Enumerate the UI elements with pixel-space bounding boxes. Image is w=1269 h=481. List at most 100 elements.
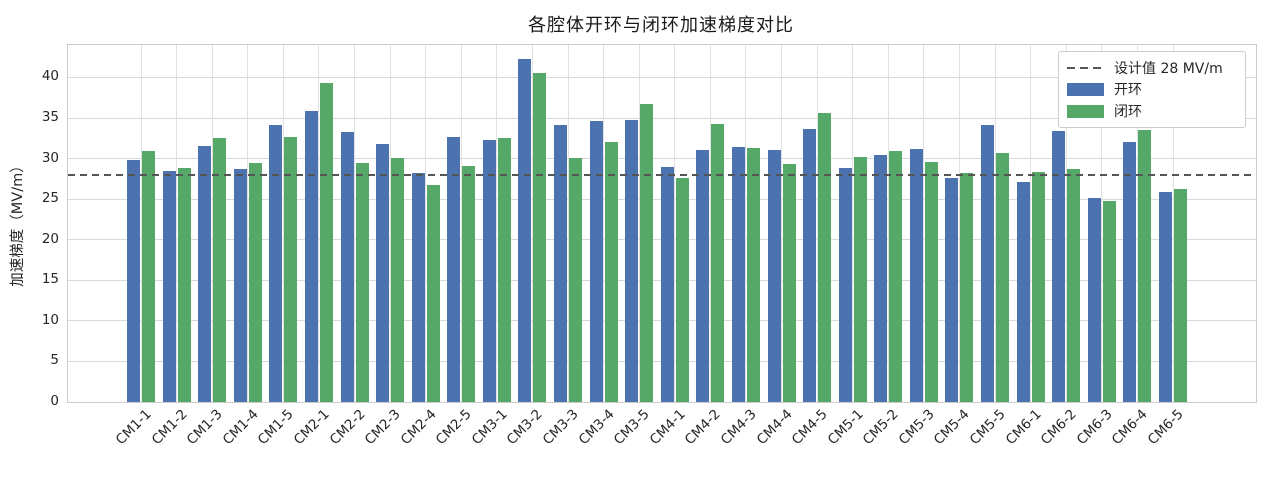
bar-open-loop-CM1-2 [162, 170, 176, 402]
bar-closed-loop-CM3-2 [533, 73, 547, 402]
y-tick-label-15: 15 [41, 271, 59, 288]
bar-closed-loop-CM1-2 [177, 168, 191, 402]
bar-closed-loop-CM1-5 [284, 137, 298, 402]
bar-open-loop-CM5-5 [981, 125, 995, 402]
y-tick-label-20: 20 [41, 230, 59, 247]
bar-open-loop-CM5-2 [874, 155, 888, 402]
bar-open-loop-CM6-2 [1052, 131, 1066, 402]
bar-open-loop-CM2-2 [340, 131, 354, 402]
legend: 设计值 28 MV/m 开环 闭环 [1058, 51, 1246, 128]
bar-open-loop-CM3-4 [589, 121, 603, 402]
gridline-vertical [923, 45, 925, 402]
bar-open-loop-CM1-3 [198, 146, 212, 402]
legend-label: 闭环 [1114, 104, 1142, 121]
y-tick-label-5: 5 [50, 352, 59, 369]
bar-closed-loop-CM4-4 [782, 164, 796, 402]
bar-open-loop-CM6-1 [1016, 182, 1030, 402]
bar-closed-loop-CM3-5 [640, 104, 654, 402]
bar-open-loop-CM5-3 [909, 148, 923, 402]
chart-title: 各腔体开环与闭环加速梯度对比 [528, 15, 794, 36]
bar-closed-loop-CM2-5 [462, 165, 476, 402]
bar-closed-loop-CM6-1 [1031, 172, 1045, 402]
bar-open-loop-CM2-5 [447, 136, 461, 402]
gridline-vertical [1101, 45, 1103, 402]
bar-closed-loop-CM4-3 [746, 148, 760, 402]
y-tick-label-10: 10 [41, 311, 59, 328]
legend-item-closed-loop: 闭环 [1067, 101, 1237, 121]
legend-label: 设计值 28 MV/m [1114, 60, 1223, 77]
bar-open-loop-CM6-5 [1159, 191, 1172, 402]
y-tick-label-30: 30 [41, 149, 59, 166]
gridline-vertical [425, 45, 427, 402]
bar-closed-loop-CM1-3 [213, 138, 227, 402]
bar-open-loop-CM3-2 [518, 58, 532, 402]
gridline-vertical [638, 45, 640, 402]
bar-open-loop-CM3-5 [625, 119, 639, 402]
bar-open-loop-CM2-1 [304, 110, 318, 402]
gridline-vertical [745, 45, 747, 402]
y-tick-label-40: 40 [41, 68, 59, 85]
gridline-vertical [852, 45, 854, 402]
bar-closed-loop-CM2-1 [319, 83, 333, 402]
bar-closed-loop-CM3-1 [497, 138, 511, 402]
gridline-vertical [282, 45, 284, 402]
bar-closed-loop-CM1-1 [142, 151, 155, 402]
bar-closed-loop-CM6-5 [1174, 189, 1187, 402]
gridline-vertical [211, 45, 213, 402]
bar-closed-loop-CM3-3 [569, 157, 583, 402]
bar-closed-loop-CM4-5 [818, 113, 832, 402]
bar-open-loop-CM3-3 [554, 125, 568, 402]
gridline-vertical [958, 45, 960, 402]
bar-closed-loop-CM3-4 [604, 141, 618, 402]
gridline-vertical [781, 45, 783, 402]
bar-closed-loop-CM2-2 [355, 163, 369, 402]
gridline-vertical [1065, 45, 1067, 402]
gridline-horizontal [68, 117, 1256, 119]
bar-open-loop-CM5-4 [945, 178, 959, 402]
gridline-vertical [389, 45, 391, 402]
gridline-vertical [531, 45, 533, 402]
y-tick-label-25: 25 [41, 190, 59, 207]
gridline-horizontal [68, 76, 1256, 78]
bar-open-loop-CM4-1 [660, 166, 674, 402]
gridline-vertical [1172, 45, 1174, 402]
bar-closed-loop-CM1-4 [248, 163, 262, 402]
bar-closed-loop-CM2-3 [391, 157, 405, 402]
bar-open-loop-CM2-4 [411, 173, 425, 402]
y-tick-label-0: 0 [50, 393, 59, 409]
bar-open-loop-CM3-1 [482, 139, 496, 402]
gridline-vertical [816, 45, 818, 402]
bar-open-loop-CM1-4 [233, 169, 247, 402]
bar-closed-loop-CM6-2 [1067, 169, 1081, 402]
gridline-vertical [674, 45, 676, 402]
gridline-vertical [1136, 45, 1138, 402]
gridline-vertical [460, 45, 462, 402]
gridline-vertical [1030, 45, 1032, 402]
bar-open-loop-CM5-1 [838, 167, 852, 402]
bar-open-loop-CM4-4 [767, 149, 781, 402]
open-loop-swatch-icon [1067, 82, 1104, 96]
gridline-vertical [887, 45, 889, 402]
y-axis-label: 加速梯度（MV/m） [10, 158, 26, 287]
bar-closed-loop-CM2-4 [426, 185, 440, 402]
gridline-vertical [354, 45, 356, 402]
gridline-vertical [994, 45, 996, 402]
bar-open-loop-CM4-3 [731, 147, 745, 402]
legend-item-open-loop: 开环 [1067, 79, 1237, 99]
design-value-reference-line [68, 173, 1256, 176]
legend-label: 开环 [1114, 82, 1142, 99]
bar-open-loop-CM6-4 [1123, 141, 1137, 402]
gridline-vertical [603, 45, 605, 402]
bar-closed-loop-CM6-4 [1138, 130, 1152, 402]
bar-closed-loop-CM5-4 [960, 173, 974, 402]
bar-closed-loop-CM5-1 [853, 156, 867, 402]
y-tick-label-35: 35 [41, 109, 59, 126]
closed-loop-swatch-icon [1067, 104, 1104, 118]
bar-open-loop-CM4-2 [696, 150, 710, 402]
bar-closed-loop-CM6-3 [1102, 200, 1116, 402]
bar-open-loop-CM1-5 [269, 125, 283, 402]
bar-closed-loop-CM5-5 [996, 152, 1010, 402]
gridline-vertical [496, 45, 498, 402]
bar-closed-loop-CM5-2 [889, 151, 903, 402]
bar-open-loop-CM2-3 [376, 143, 390, 402]
